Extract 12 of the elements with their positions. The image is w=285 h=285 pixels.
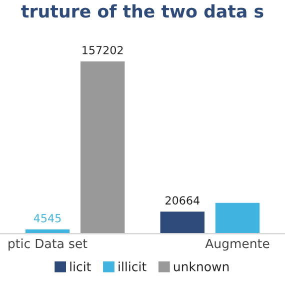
x-tick-label: Augmente	[205, 238, 270, 251]
chart-title: truture of the two data s	[21, 4, 264, 18]
legend-label: unknown	[174, 262, 229, 272]
data-label: 157202	[82, 46, 123, 54]
bar	[214, 202, 261, 234]
bar	[158, 210, 206, 234]
bar	[79, 60, 126, 234]
data-label: 20664	[166, 196, 200, 205]
legend-label: illicit	[118, 262, 146, 272]
legend-label: licit	[70, 262, 91, 272]
data-label: 4545	[34, 214, 61, 222]
x-tick-label: ptic Data set	[8, 238, 88, 251]
